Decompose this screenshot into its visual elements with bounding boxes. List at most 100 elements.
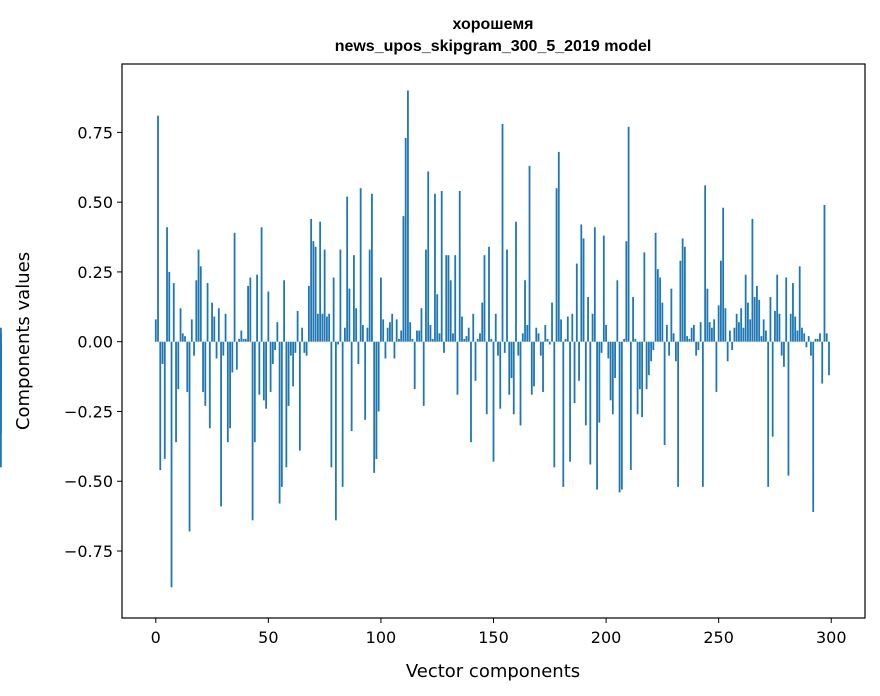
bar-74	[321, 313, 324, 342]
bar-207	[620, 341, 623, 490]
bar-11	[179, 308, 182, 342]
bar-71	[314, 246, 317, 342]
bar-5	[166, 227, 168, 342]
bar-276	[776, 274, 779, 342]
bar-164	[524, 280, 526, 342]
x-axis-label: Vector components	[406, 661, 580, 682]
bar-290	[807, 336, 810, 342]
bar-123	[431, 338, 434, 342]
bar-176	[551, 302, 553, 342]
bar-223	[656, 269, 659, 342]
bar-102	[384, 341, 387, 359]
bar-56	[280, 341, 283, 487]
bar-181	[562, 341, 565, 487]
bar-103	[386, 327, 389, 342]
bar-277	[778, 313, 781, 342]
bar-206	[618, 341, 621, 493]
bar-116	[416, 330, 418, 342]
bar-159	[512, 341, 515, 415]
bar-247	[711, 327, 713, 342]
bar-132	[452, 333, 454, 342]
bar-286	[798, 266, 801, 342]
bar-99	[377, 341, 380, 412]
bar-294	[816, 338, 819, 342]
bar-37	[238, 338, 240, 342]
bar-27	[215, 341, 218, 359]
bar-273	[769, 297, 772, 342]
bar-149	[490, 338, 493, 342]
bar-85	[346, 196, 349, 342]
bar-127	[440, 190, 443, 342]
bar-76	[325, 316, 328, 342]
x-tick-label: 300	[816, 628, 847, 647]
bar-222	[654, 232, 657, 342]
bar-70	[312, 241, 315, 342]
bar-undefined	[0, 333, 2, 342]
bar-107	[395, 319, 398, 342]
bar-203	[611, 341, 614, 415]
bar-139	[467, 327, 470, 342]
plot-frame	[121, 63, 866, 619]
bar-124	[434, 193, 436, 342]
bar-146	[483, 255, 486, 342]
bar-186	[573, 341, 576, 404]
bar-38	[240, 330, 243, 342]
bar-30	[222, 341, 225, 356]
bar-225	[661, 302, 664, 342]
bar-136	[461, 316, 463, 342]
bar-91	[359, 188, 362, 342]
bar-114	[411, 338, 414, 342]
bar-197	[598, 341, 601, 423]
bar-227	[665, 324, 668, 342]
bar-145	[481, 302, 484, 342]
chart-subtitle: news_upos_skipgram_300_5_2019 model	[335, 38, 652, 55]
bar-147	[485, 341, 488, 415]
bar-95	[368, 249, 371, 342]
bar-224	[659, 277, 662, 342]
bar-130	[447, 255, 450, 342]
bar-48	[262, 341, 265, 401]
bar-75	[323, 249, 326, 342]
bar-141	[472, 313, 475, 342]
bar-109	[400, 330, 403, 342]
bar-188	[578, 341, 580, 381]
bar-291	[810, 341, 812, 356]
bar-105	[391, 313, 394, 342]
bar-12	[181, 333, 184, 342]
bar-255	[729, 330, 731, 342]
bar-25	[211, 302, 213, 342]
bar-73	[319, 221, 322, 342]
bar-126	[438, 333, 441, 342]
bar-52	[271, 341, 274, 365]
bar-69	[310, 218, 313, 342]
y-tick-label: −0.75	[64, 542, 113, 561]
bar-67	[305, 341, 308, 356]
bar-32	[226, 341, 229, 443]
x-axis-ticks: 0 50 100 150 200 250 300	[151, 618, 847, 647]
bar-243	[701, 341, 704, 487]
bar-213	[634, 338, 637, 342]
bar-24	[208, 341, 211, 429]
bar-230	[672, 333, 675, 342]
bar-219	[647, 341, 650, 376]
bar-42	[249, 277, 252, 342]
bar-57	[283, 280, 286, 342]
bar-83	[341, 341, 344, 487]
bar-90	[357, 341, 360, 365]
bar-262	[744, 274, 747, 342]
bar-17	[193, 341, 195, 356]
bar-209	[625, 241, 628, 342]
bar-211	[629, 341, 632, 471]
y-tick-label: −0.25	[64, 402, 113, 421]
bar-183	[566, 316, 569, 342]
bar-288	[803, 333, 806, 342]
bar-143	[476, 338, 479, 342]
bar-238	[690, 327, 693, 342]
bar-299	[828, 341, 830, 376]
bar-248	[713, 319, 716, 342]
y-axis-ticks: −0.75 −0.50 −0.25 0.00 0.25 0.50 0.75	[64, 123, 122, 561]
bar-179	[557, 151, 560, 342]
bar-51	[269, 341, 272, 392]
bar-252	[722, 207, 725, 342]
bar-128	[443, 341, 445, 353]
